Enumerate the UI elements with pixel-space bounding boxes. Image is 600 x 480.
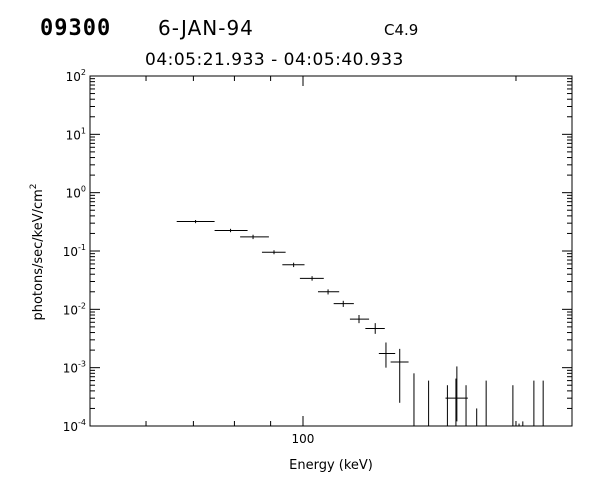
data-point <box>240 234 269 240</box>
data-point <box>378 342 396 368</box>
data-point <box>333 300 354 307</box>
data-point <box>349 314 370 324</box>
data-point <box>299 276 324 281</box>
y-tick-exponent: -2 <box>78 301 86 310</box>
y-axis-label: photons/sec/keV/cm2 <box>29 183 46 320</box>
y-tick-exponent: -4 <box>78 418 86 427</box>
data-point <box>445 366 468 422</box>
data-point <box>390 348 409 403</box>
data-marks <box>176 219 544 426</box>
data-point <box>365 323 385 334</box>
data-point <box>317 289 340 295</box>
y-tick-exponent: 1 <box>81 126 86 135</box>
y-tick-label: 10-4 <box>63 418 86 434</box>
y-tick-base: 10 <box>63 420 78 434</box>
goes-class: C4.9 <box>384 21 419 39</box>
y-axis-label-exponent: 2 <box>29 183 39 189</box>
event-date: 6-JAN-94 <box>158 16 254 40</box>
y-tick-label: 100 <box>66 185 86 201</box>
y-tick-exponent: 2 <box>81 68 86 77</box>
y-tick-label: 101 <box>66 126 86 142</box>
y-tick-base: 10 <box>66 70 81 84</box>
x-axis-ticks: 100 <box>89 76 517 446</box>
y-tick-label: 10-1 <box>63 243 86 259</box>
data-point <box>214 228 248 233</box>
y-tick-label: 102 <box>66 68 86 84</box>
x-tick-label: 100 <box>292 432 315 446</box>
y-tick-exponent: -3 <box>78 360 86 369</box>
y-tick-base: 10 <box>63 245 78 259</box>
data-point <box>282 262 305 268</box>
y-tick-label: 10-3 <box>63 360 86 376</box>
event-id: 09300 <box>40 16 112 41</box>
y-tick-base: 10 <box>63 362 78 376</box>
y-tick-base: 10 <box>63 303 78 317</box>
y-tick-base: 10 <box>66 128 81 142</box>
time-range: 04:05:21.933 - 04:05:40.933 <box>145 50 404 70</box>
y-tick-label: 10-2 <box>63 301 86 317</box>
data-point <box>176 219 215 224</box>
plot-frame <box>89 75 573 427</box>
y-tick-exponent: -1 <box>78 243 86 252</box>
y-axis-label-main: photons/sec/keV/cm <box>31 189 46 320</box>
y-tick-base: 10 <box>66 187 81 201</box>
data-point <box>261 250 286 255</box>
x-axis-label: Energy (keV) <box>289 458 373 473</box>
y-tick-exponent: 0 <box>81 185 86 194</box>
